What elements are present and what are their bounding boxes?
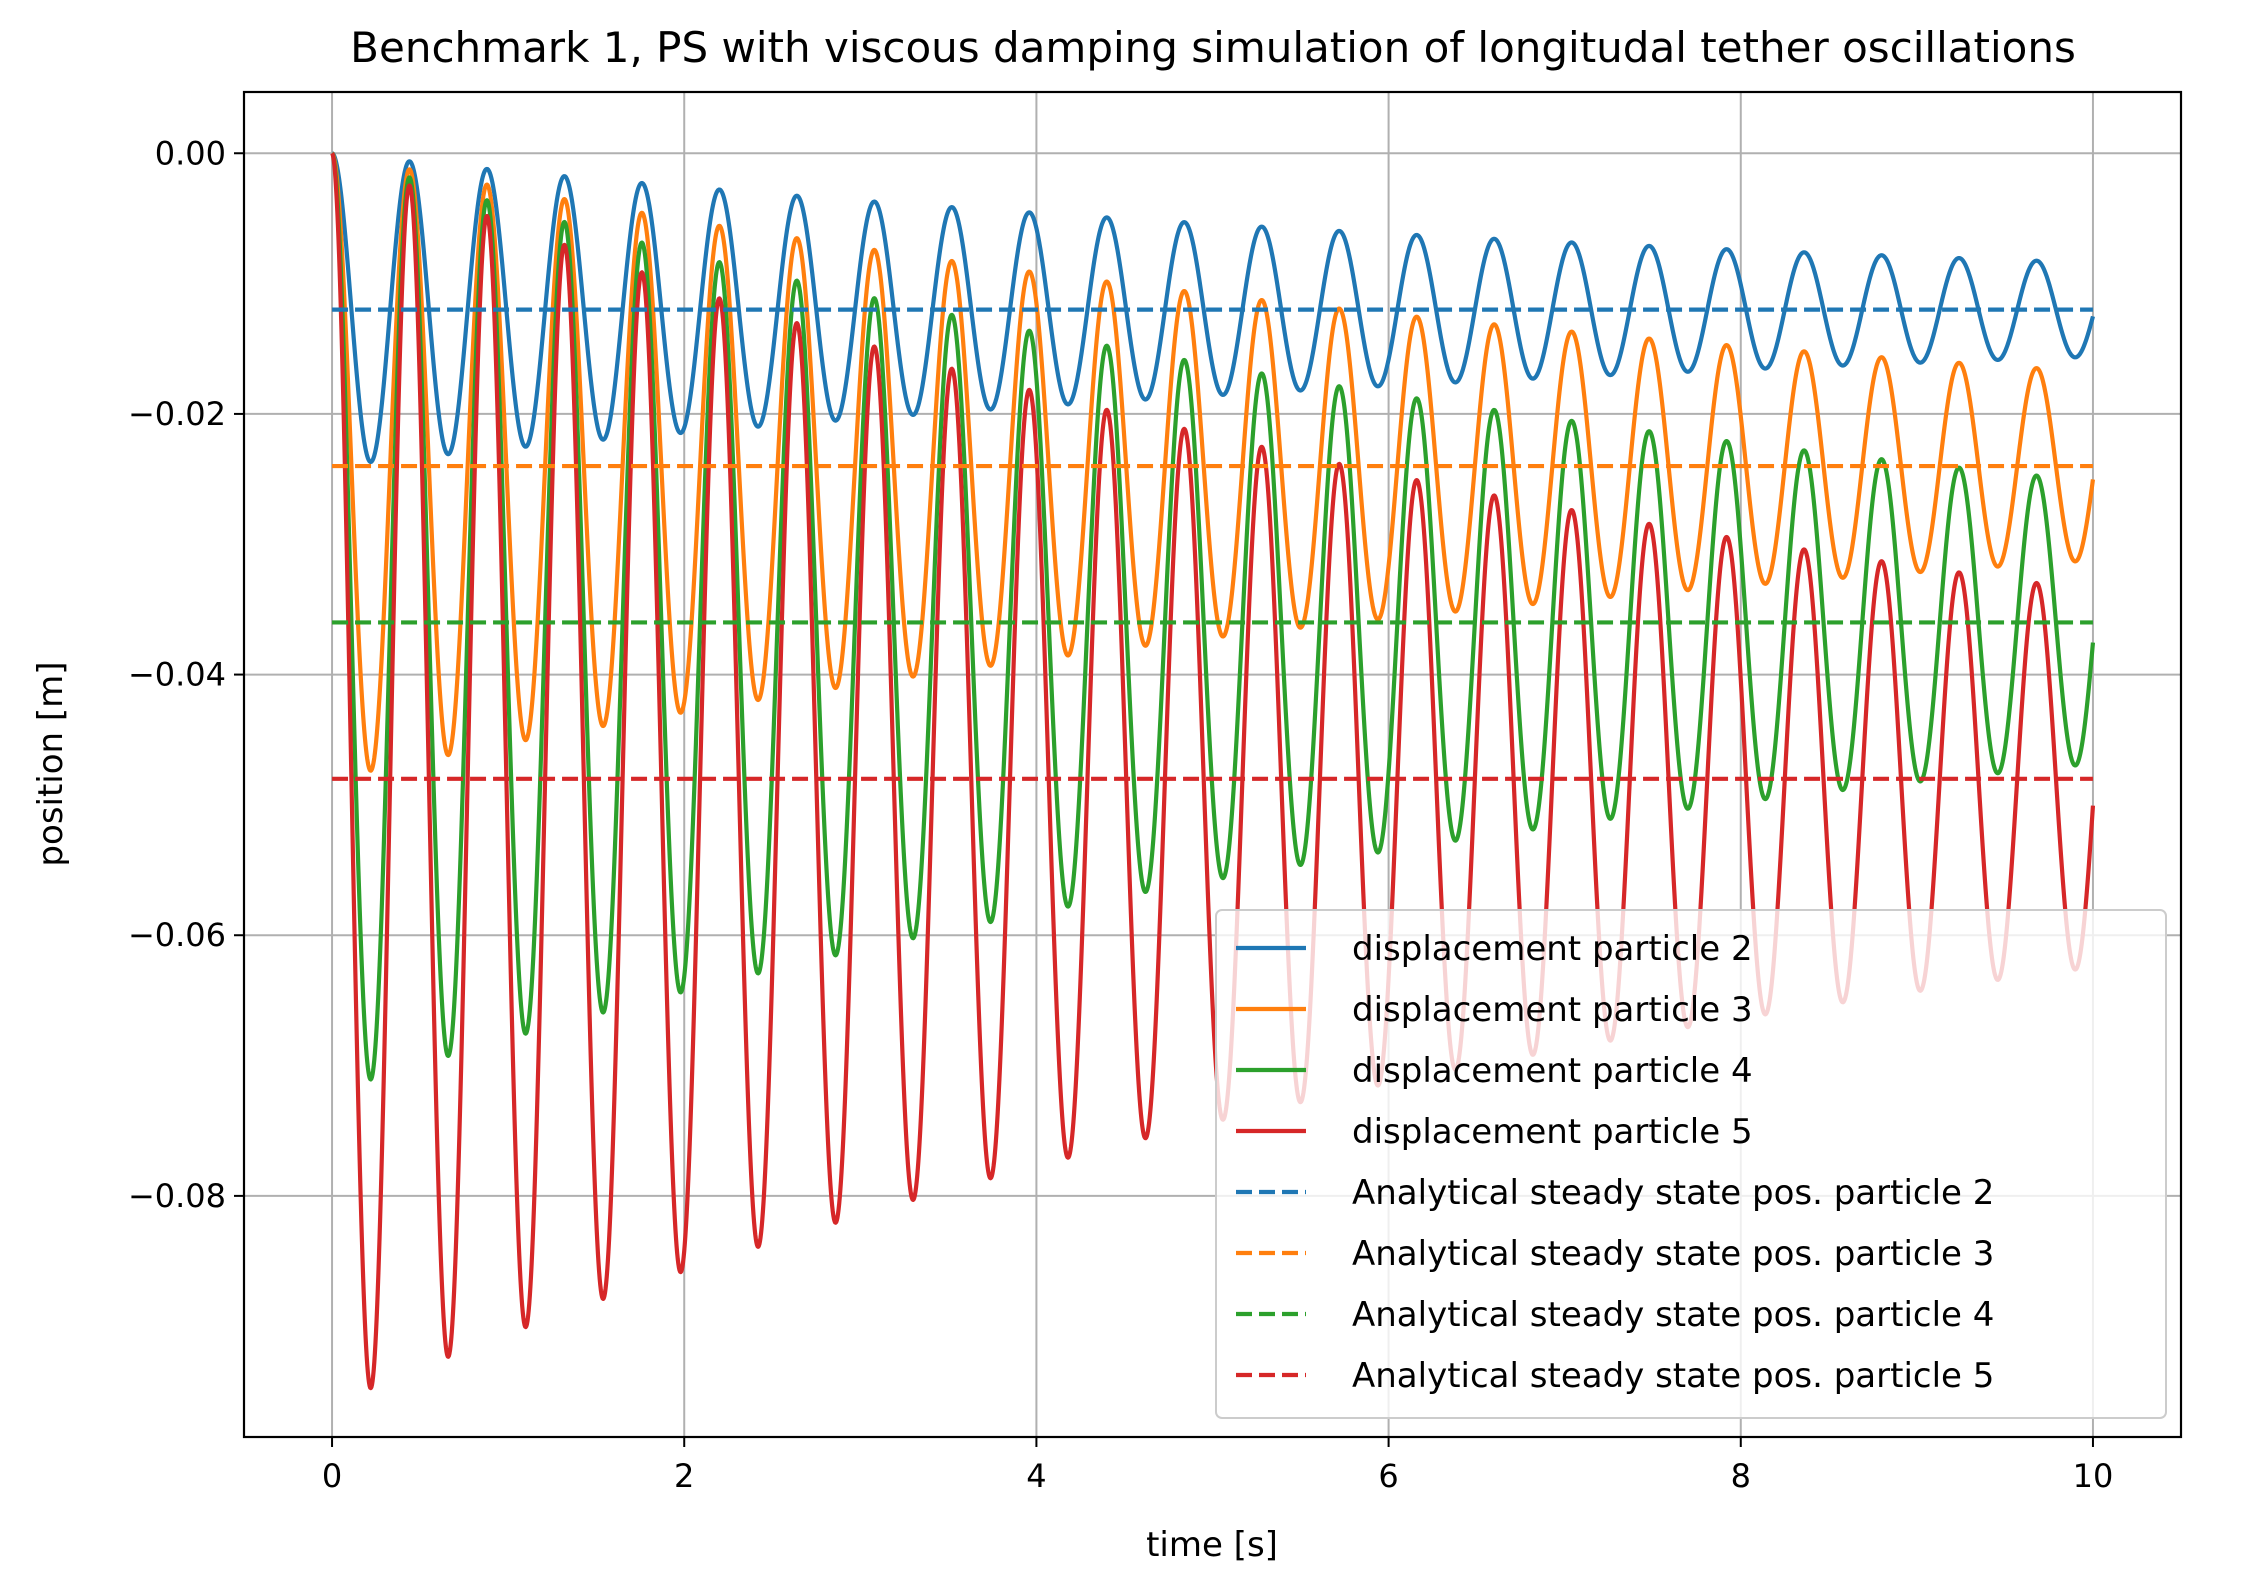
displacement-line-5 [330,152,2096,1391]
legend-box [1215,909,2167,1419]
legend-label: Analytical steady state pos. particle 5 [1352,1356,1994,1396]
y-tick-label: −0.06 [128,916,226,954]
displacement-line-2 [330,151,2095,465]
legend-label: displacement particle 3 [1352,990,1753,1030]
x-tick-label: 4 [1026,1457,1046,1495]
y-tick-label: −0.04 [128,656,226,694]
legend-label: displacement particle 4 [1352,1051,1753,1091]
axes-frame [242,90,2183,1439]
chart-title: Benchmark 1, PS with viscous damping sim… [350,23,2076,72]
x-tick-label: 8 [1731,1457,1751,1495]
legend-label: displacement particle 2 [1352,929,1753,969]
legend: displacement particle 2 displacement part… [1215,909,2167,1419]
displacement-line-4 [330,151,2096,1082]
legend-label: Analytical steady state pos. particle 3 [1352,1234,1994,1274]
y-tick-label: −0.08 [128,1177,226,1215]
axis-ticks: 0 2 4 6 8 10 0.00 −0.02 −0.04 −0.06 −0.08 [128,134,2113,1495]
x-tick-label: 0 [322,1457,342,1495]
x-tick-label: 10 [2073,1457,2114,1495]
legend-label: Analytical steady state pos. particle 4 [1352,1295,1994,1335]
displacement-line-3 [330,151,2096,773]
y-tick-label: 0.00 [155,134,226,172]
x-tick-label: 6 [1378,1457,1398,1495]
y-tick-label: −0.02 [128,395,226,433]
legend-label: displacement particle 5 [1352,1112,1753,1152]
x-tick-label: 2 [674,1457,694,1495]
plot-area [330,151,2096,1391]
legend-label: Analytical steady state pos. particle 2 [1352,1173,1994,1213]
x-axis-label: time [s] [1146,1525,1278,1565]
y-axis-label: position [m] [31,661,71,866]
